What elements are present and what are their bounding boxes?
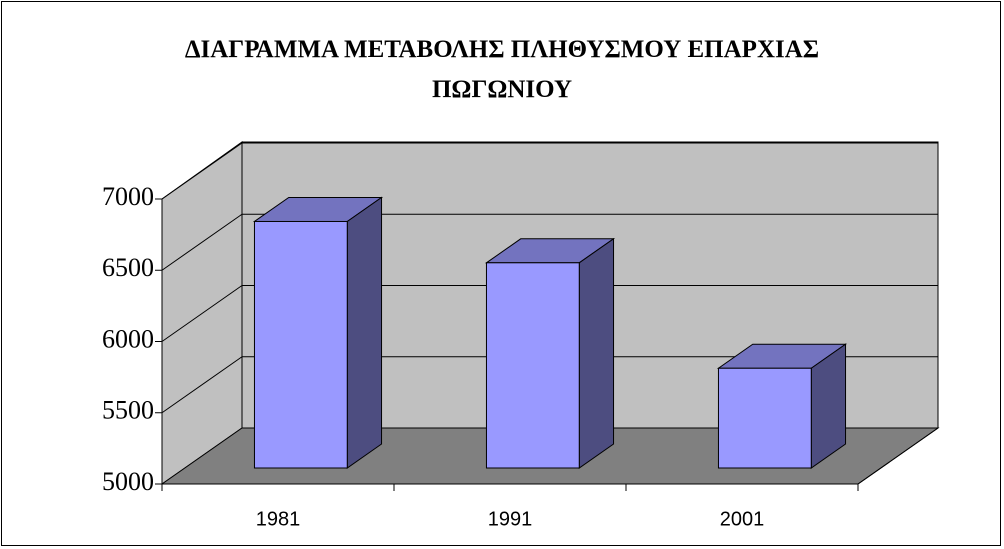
y-tick-label: 5500	[102, 396, 154, 425]
grid-line	[161, 142, 243, 200]
chart-title: ΔΙΑΓΡΑΜΜΑ ΜΕΤΑΒΟΛΗΣ ΠΛΗΘΥΣΜΟΥ ΕΠΑΡΧΙΑΣ Π…	[184, 36, 820, 103]
x-tick-label: 1991	[488, 508, 533, 530]
x-tick-label: 2001	[720, 508, 765, 530]
bar	[485, 262, 580, 469]
y-tick-label: 5000	[102, 467, 154, 496]
bar-side	[346, 196, 383, 469]
floor-edge	[857, 427, 939, 485]
grid-line	[161, 213, 243, 271]
bar	[253, 220, 348, 469]
grid-line	[161, 285, 243, 342]
bar	[717, 367, 812, 469]
y-tick-label: 6500	[102, 253, 154, 282]
x-tick-label: 1981	[256, 508, 301, 530]
grid-line	[161, 356, 243, 414]
y-tick-label: 6000	[102, 324, 154, 353]
y-tick-label: 7000	[102, 182, 154, 211]
bar-side	[578, 237, 615, 469]
